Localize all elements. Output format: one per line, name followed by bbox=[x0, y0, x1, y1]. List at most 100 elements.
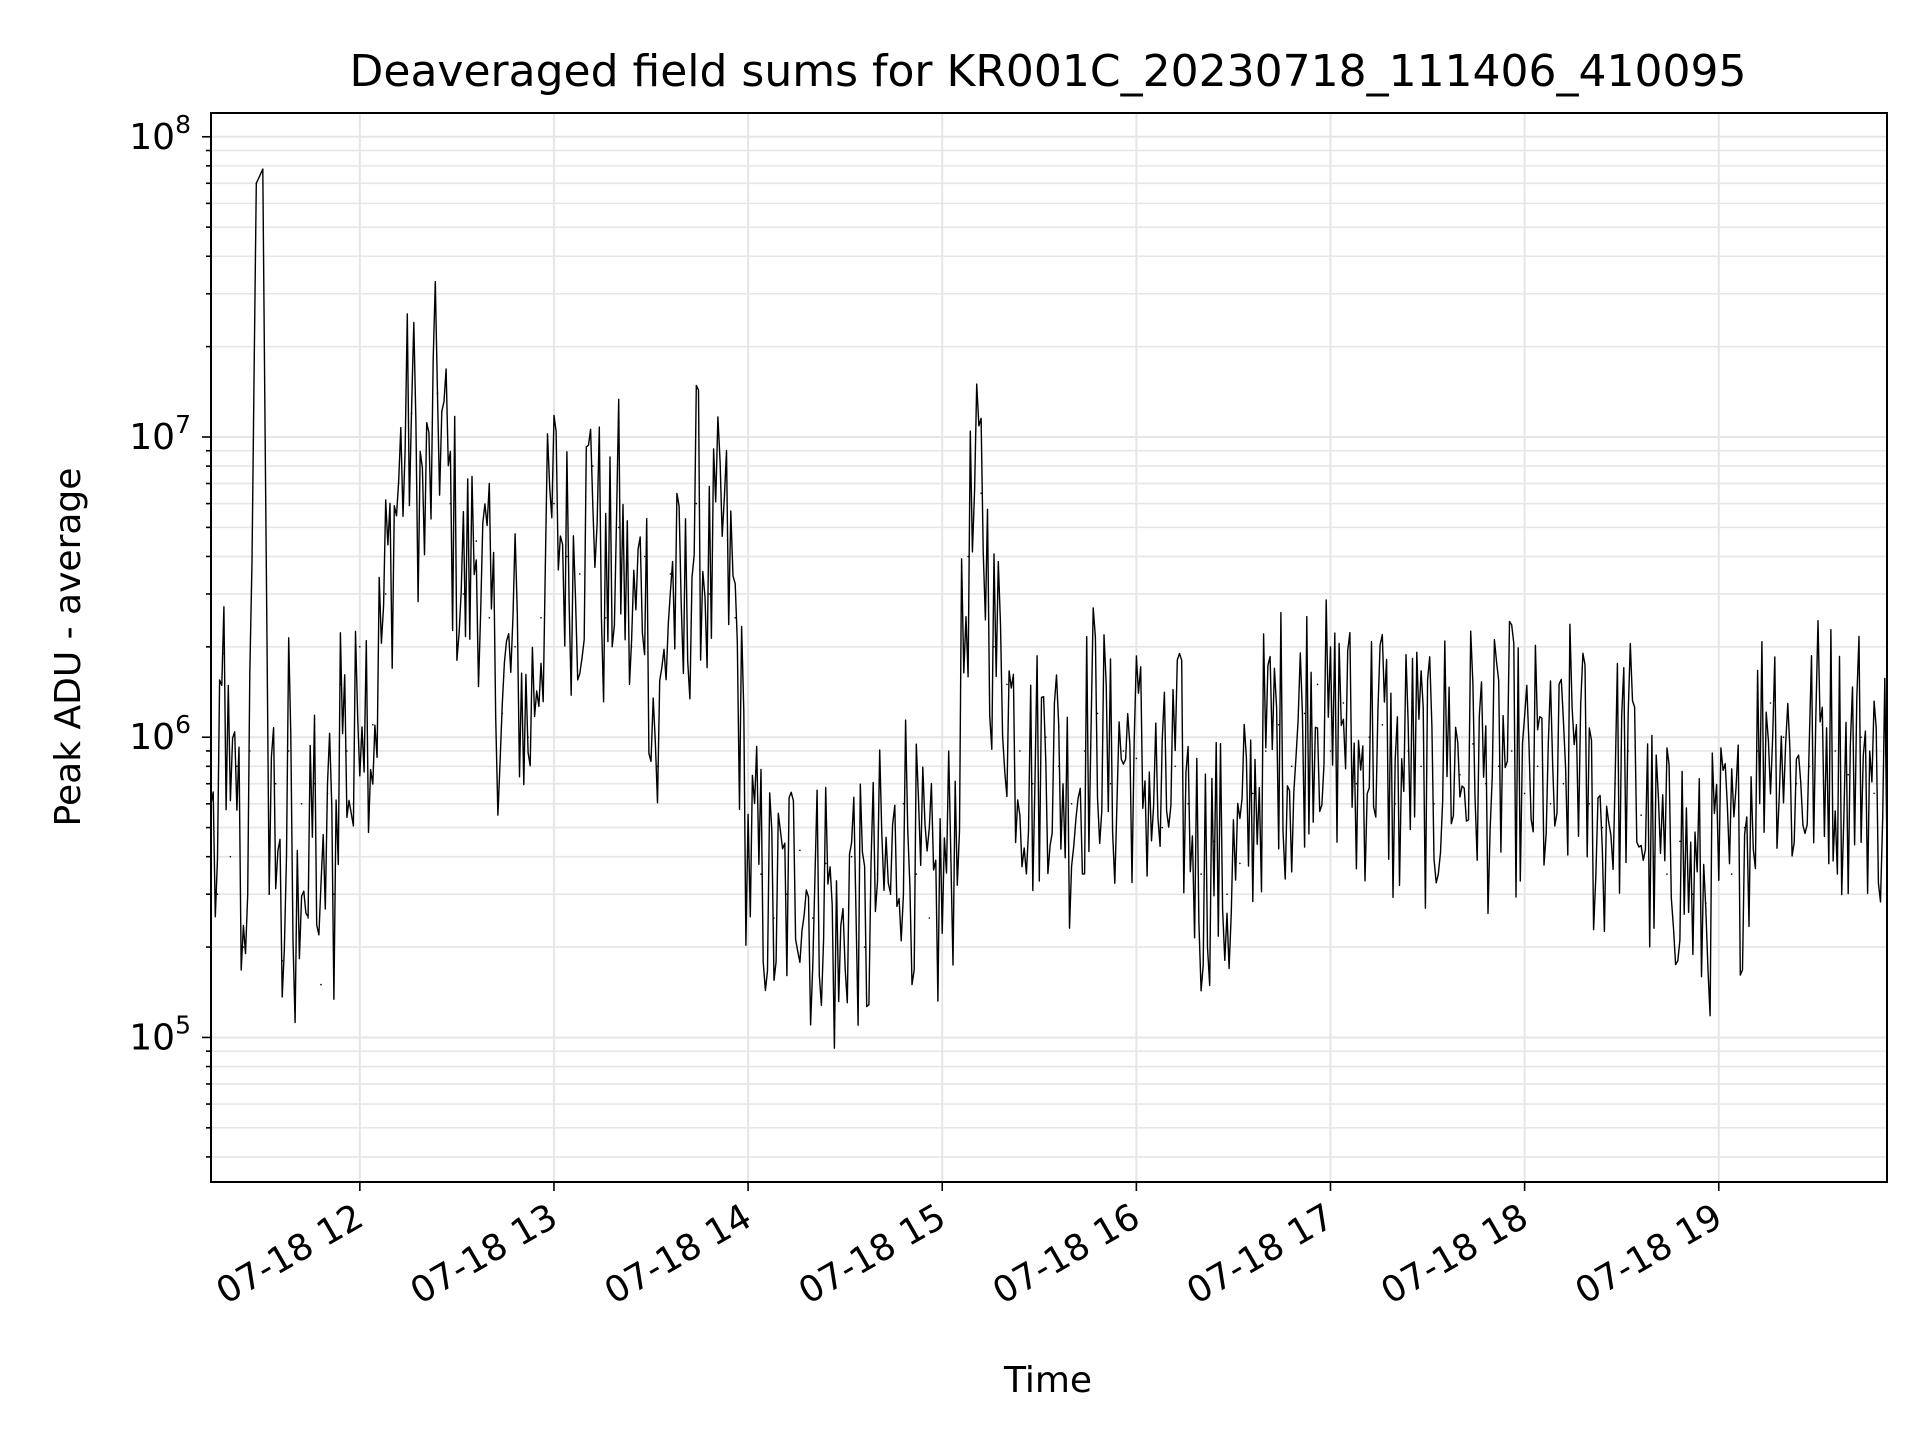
data-point bbox=[1045, 736, 1047, 738]
data-point bbox=[1355, 782, 1358, 785]
data-point bbox=[695, 502, 698, 505]
series-line bbox=[210, 168, 1888, 1049]
data-point bbox=[1523, 792, 1526, 795]
data-point bbox=[488, 617, 491, 619]
data-point bbox=[313, 782, 316, 785]
data-point bbox=[1795, 782, 1798, 785]
y-tick-label: 107 bbox=[129, 410, 191, 458]
data-point bbox=[216, 893, 219, 895]
data-point bbox=[1368, 736, 1371, 738]
data-point bbox=[669, 573, 672, 575]
data-point bbox=[721, 526, 723, 529]
data-point bbox=[604, 617, 607, 619]
data-point bbox=[824, 862, 827, 865]
data-point bbox=[1549, 803, 1552, 805]
data-point bbox=[1019, 750, 1021, 752]
data-point bbox=[902, 803, 905, 805]
data-point bbox=[993, 646, 995, 648]
data-point bbox=[281, 960, 284, 962]
data-point bbox=[1148, 782, 1151, 785]
data-point bbox=[1588, 803, 1591, 805]
data-point bbox=[540, 617, 542, 619]
data-point bbox=[1782, 736, 1785, 738]
data-point bbox=[462, 593, 465, 595]
data-point bbox=[967, 555, 969, 558]
data-point bbox=[1614, 782, 1616, 785]
data-point bbox=[1174, 765, 1176, 768]
data-point bbox=[1847, 773, 1849, 776]
data-point bbox=[1381, 724, 1384, 726]
y-tick-label: 106 bbox=[129, 710, 191, 758]
data-point bbox=[928, 917, 931, 919]
data-point bbox=[294, 1002, 296, 1004]
data-point bbox=[436, 392, 439, 394]
data-point bbox=[643, 555, 646, 558]
data-point bbox=[1213, 840, 1215, 843]
data-point bbox=[1187, 803, 1189, 805]
data-point bbox=[786, 893, 788, 895]
data-point bbox=[915, 873, 918, 875]
chart-title: Deaveraged field sums for KR001C_2023071… bbox=[350, 46, 1747, 97]
data-point bbox=[249, 750, 251, 752]
data-point bbox=[1394, 803, 1396, 805]
data-point bbox=[1679, 840, 1681, 843]
data-point bbox=[1510, 750, 1513, 752]
data-point bbox=[501, 712, 504, 715]
data-point bbox=[617, 526, 620, 529]
data-point bbox=[1032, 782, 1034, 785]
data-point bbox=[760, 873, 762, 875]
data-point bbox=[1485, 782, 1487, 785]
data-point bbox=[1290, 765, 1293, 768]
data-point bbox=[1226, 893, 1228, 895]
data-point bbox=[475, 540, 478, 542]
data-point bbox=[1873, 792, 1875, 795]
data-point bbox=[1135, 757, 1138, 760]
data-point bbox=[1096, 712, 1099, 715]
data-point bbox=[423, 526, 426, 529]
data-point bbox=[1006, 683, 1008, 686]
data-point bbox=[274, 782, 277, 785]
data-point bbox=[1743, 826, 1746, 829]
data-point bbox=[1083, 750, 1086, 752]
data-point bbox=[630, 646, 633, 648]
data-point bbox=[773, 917, 775, 919]
data-point bbox=[1756, 750, 1759, 752]
data-point bbox=[514, 646, 516, 648]
data-point bbox=[1200, 873, 1202, 875]
data-point bbox=[850, 855, 853, 858]
data-point bbox=[592, 465, 594, 467]
data-point bbox=[734, 617, 736, 619]
data-point bbox=[242, 946, 245, 948]
data-point bbox=[566, 555, 568, 558]
data-point bbox=[889, 893, 892, 895]
data-point bbox=[1407, 750, 1409, 752]
data-point bbox=[1433, 803, 1435, 805]
data-point bbox=[1472, 743, 1474, 745]
data-point bbox=[1834, 750, 1836, 752]
data-point bbox=[333, 893, 335, 895]
data-point bbox=[812, 917, 814, 919]
data-point bbox=[372, 724, 374, 726]
y-axis-label: Peak ADU - average bbox=[48, 468, 89, 827]
data-point bbox=[449, 502, 452, 505]
y-tick-label: 108 bbox=[129, 110, 191, 158]
data-point bbox=[307, 917, 309, 919]
data-point bbox=[579, 573, 581, 575]
data-point bbox=[799, 849, 801, 852]
data-point bbox=[1316, 683, 1319, 686]
data-point bbox=[1769, 702, 1772, 704]
data-point bbox=[1718, 855, 1720, 858]
data-point bbox=[287, 750, 290, 752]
data-point bbox=[223, 652, 225, 655]
data-point bbox=[1420, 765, 1422, 768]
data-point bbox=[320, 983, 322, 986]
y-axis: 105 106 107 108 bbox=[129, 110, 211, 1158]
data-point bbox=[255, 182, 258, 185]
data-point bbox=[1329, 750, 1332, 752]
data-point bbox=[1070, 803, 1073, 805]
data-point bbox=[1277, 724, 1280, 726]
data-point bbox=[262, 168, 264, 170]
data-point bbox=[527, 736, 529, 738]
data-point bbox=[268, 893, 271, 895]
y-tick-label: 105 bbox=[129, 1010, 191, 1058]
